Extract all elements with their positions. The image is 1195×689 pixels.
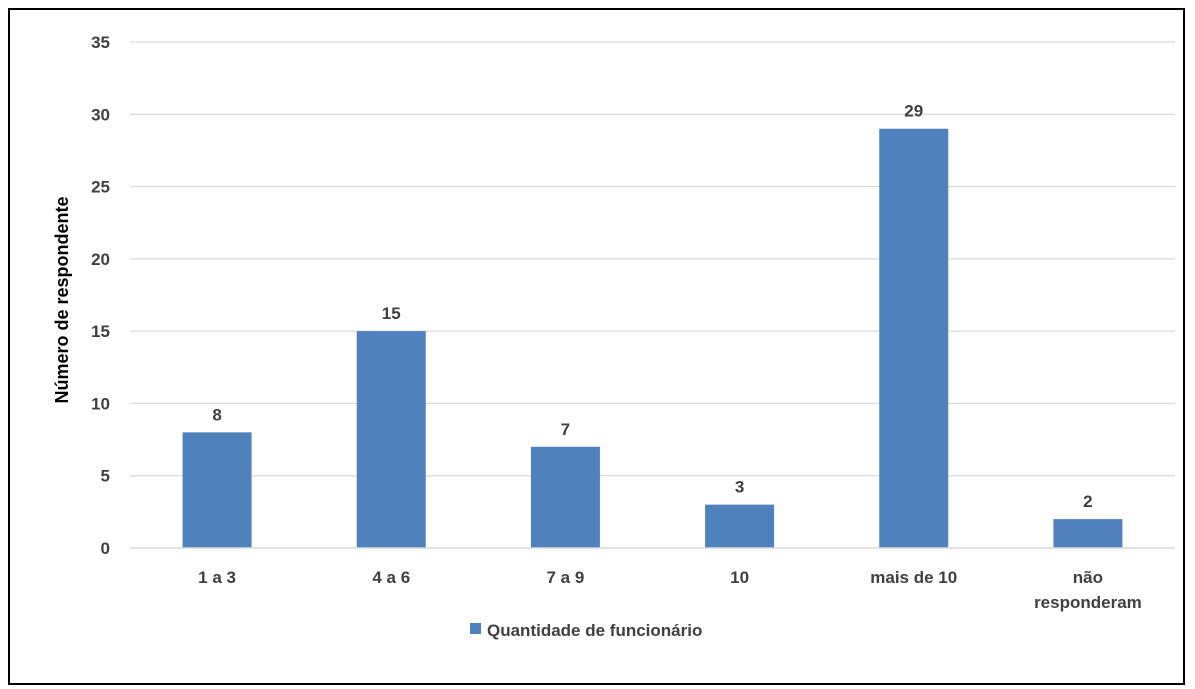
x-category-label: responderam xyxy=(1034,593,1142,612)
data-label: 15 xyxy=(382,304,401,323)
y-tick-label: 5 xyxy=(101,467,110,486)
gridlines xyxy=(130,41,1175,477)
bar xyxy=(356,331,426,548)
x-category-label: 7 a 9 xyxy=(547,568,585,587)
y-axis-label: Número de respondente xyxy=(52,196,72,403)
bar xyxy=(879,128,949,548)
data-label: 3 xyxy=(735,478,744,497)
bars xyxy=(182,128,1123,548)
data-label: 7 xyxy=(561,420,570,439)
bar xyxy=(705,504,775,548)
y-tick-label: 0 xyxy=(101,539,110,558)
legend: Quantidade de funcionário xyxy=(470,621,702,640)
x-axis-categories: 1 a 3 4 a 6 7 a 9 10 mais de 10 não respondera… xyxy=(198,568,1142,612)
y-tick-label: 10 xyxy=(91,394,110,413)
y-tick-label: 35 xyxy=(91,33,110,52)
data-label: 8 xyxy=(212,405,221,424)
bar xyxy=(1053,519,1123,548)
x-category-label: mais de 10 xyxy=(870,568,957,587)
chart-frame xyxy=(8,8,1185,685)
data-label: 29 xyxy=(904,102,923,121)
data-labels: 8 15 7 3 29 2 xyxy=(212,102,1092,511)
legend-swatch xyxy=(470,623,481,634)
y-tick-label: 25 xyxy=(91,178,110,197)
x-category-label: 4 a 6 xyxy=(372,568,410,587)
y-tick-label: 30 xyxy=(91,105,110,124)
y-tick-label: 20 xyxy=(91,250,110,269)
x-category-label: 1 a 3 xyxy=(198,568,236,587)
x-category-label: não xyxy=(1073,568,1103,587)
y-tick-label: 15 xyxy=(91,322,110,341)
bar xyxy=(530,446,600,548)
bar xyxy=(182,432,252,548)
y-axis-ticks: 0 5 10 15 20 25 30 35 xyxy=(91,33,110,558)
x-category-label: 10 xyxy=(730,568,749,587)
data-label: 2 xyxy=(1083,492,1092,511)
legend-label: Quantidade de funcionário xyxy=(487,621,702,640)
